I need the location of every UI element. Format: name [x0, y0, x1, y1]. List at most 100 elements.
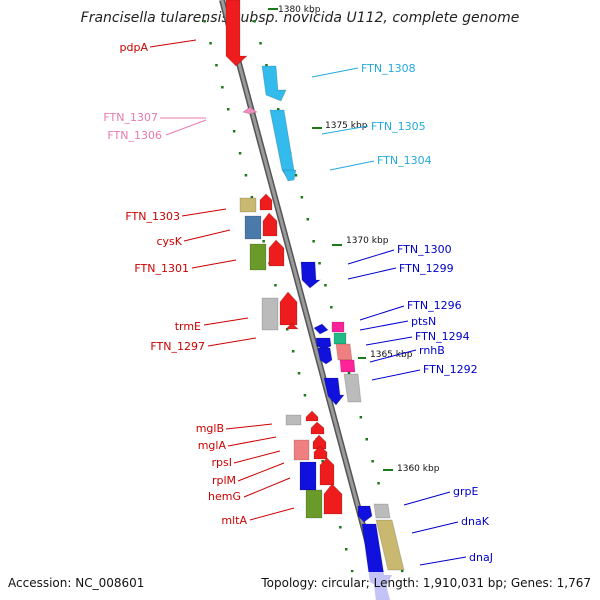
gene-block-grpE[interactable]: [373, 503, 391, 519]
gene-label-dnaK[interactable]: dnaK: [461, 515, 490, 528]
scale-tick-dot: [306, 218, 309, 221]
gene-block-FTN_1308[interactable]: [261, 65, 287, 102]
scale-tick-dot: [365, 438, 368, 441]
gene-label-FTN_1292[interactable]: FTN_1292: [423, 363, 478, 376]
scale-tick-dot: [330, 306, 333, 309]
gene-block-rpsI[interactable]: [312, 434, 327, 450]
gene-label-FTN_1306[interactable]: FTN_1306: [107, 129, 162, 142]
scale-tick-dot: [400, 570, 404, 573]
gene-label-grpE[interactable]: grpE: [453, 485, 478, 498]
scale-tick-dot: [203, 20, 206, 23]
gene-label-rpsI[interactable]: rpsI: [212, 456, 232, 469]
gene-label-FTN_1296[interactable]: FTN_1296: [407, 299, 462, 312]
scale-tick-dot: [253, 20, 256, 23]
scale-tick-dot: [209, 42, 212, 45]
scale-tick-dot: [324, 284, 327, 287]
gene-block-FTN_1292-upper[interactable]: [317, 347, 333, 365]
gene-block-FTN_1300[interactable]: [300, 261, 322, 289]
gene-block-rplM-arrow[interactable]: [319, 457, 335, 486]
gene-block-FTN_1297-tip[interactable]: [284, 322, 300, 330]
gene-label-FTN_1304[interactable]: FTN_1304: [377, 154, 432, 167]
gene-block-mglB-arrow[interactable]: [305, 410, 319, 422]
gene-block-pdpA[interactable]: [225, 0, 249, 67]
gene-block-FTN_1303[interactable]: [239, 197, 257, 213]
scale-tick-dot: [221, 86, 224, 89]
gene-label-mltA[interactable]: mltA: [221, 514, 247, 527]
scale-tick-dot: [300, 196, 304, 199]
kbp-label-1360: 1360 kbp: [397, 464, 440, 474]
gene-label-FTN_1301[interactable]: FTN_1301: [134, 262, 189, 275]
gene-block-FTN_1297[interactable]: [279, 291, 298, 326]
gene-block-FTN_1296[interactable]: [313, 323, 329, 335]
kbp-label-1370: 1370 kbp: [346, 236, 389, 246]
gene-label-rplM[interactable]: rplM: [212, 474, 236, 487]
scale-tick-dot: [347, 372, 351, 375]
gene-block-FTN_1294[interactable]: [335, 343, 353, 361]
gene-block-rnhB-gray[interactable]: [343, 373, 362, 403]
gene-label-FTN_1303[interactable]: FTN_1303: [125, 210, 180, 223]
gene-block-mglA-arrow[interactable]: [310, 421, 325, 435]
forward-gene-labels: pdpA FTN_1307 FTN_1306 FTN_1303 cysK FTN…: [103, 41, 247, 527]
gene-block-FTN_1292[interactable]: [323, 377, 346, 406]
scale-tick-dot: [277, 108, 280, 111]
gene-block-ptsN[interactable]: [333, 332, 347, 345]
gene-block-rplM[interactable]: [299, 461, 317, 491]
gene-block-mglA[interactable]: [293, 439, 310, 461]
gene-label-cysK[interactable]: cysK: [156, 235, 182, 248]
scale-tick-dot: [321, 460, 324, 463]
gene-label-trmE[interactable]: trmE: [175, 320, 201, 333]
gene-block-FTN_1301[interactable]: [249, 243, 267, 271]
gene-block-dnaK-blue[interactable]: [357, 505, 373, 523]
gene-block-cysK-arrow[interactable]: [262, 212, 278, 237]
gene-label-mglA[interactable]: mglA: [198, 439, 227, 452]
gene-block-FTN_1294-stack[interactable]: [331, 321, 345, 333]
gene-block-FTN_1301-arrow[interactable]: [268, 239, 285, 267]
reverse-gene-labels: FTN_1308 FTN_1305 FTN_1304 FTN_1300 FTN_…: [361, 62, 493, 564]
gene-label-hemG[interactable]: hemG: [208, 490, 241, 503]
gene-block-rpsI-lower[interactable]: [313, 445, 328, 460]
scale-tick-dot: [303, 394, 307, 397]
scale-tick-dot: [350, 570, 354, 573]
gene-block-rnhB[interactable]: [339, 359, 356, 373]
scale-tick-dot: [297, 372, 301, 375]
accession-text: Accession: NC_008601: [8, 576, 144, 590]
gene-label-FTN_1297[interactable]: FTN_1297: [150, 340, 205, 353]
gene-label-mglB[interactable]: mglB: [196, 422, 224, 435]
gene-label-FTN_1299[interactable]: FTN_1299: [399, 262, 454, 275]
gene-label-FTN_1307[interactable]: FTN_1307: [103, 111, 158, 124]
gene-label-FTN_1294[interactable]: FTN_1294: [415, 330, 470, 343]
scale-tick-dot: [227, 108, 230, 111]
gene-block-mltA[interactable]: [323, 483, 343, 515]
gene-block-mglB[interactable]: [285, 414, 302, 426]
footer-background: [0, 572, 600, 600]
gene-label-FTN_1308[interactable]: FTN_1308: [361, 62, 416, 75]
label-connectors: [149, 39, 467, 566]
gene-label-pdpA[interactable]: pdpA: [120, 41, 149, 54]
topology-text: Topology: circular; Length: 1,910,031 bp…: [260, 576, 591, 590]
kbp-label-1375: 1375 kbp: [325, 121, 368, 131]
gene-label-ptsN[interactable]: ptsN: [411, 315, 436, 328]
gene-label-dnaJ[interactable]: dnaJ: [469, 551, 493, 564]
gene-block-trmE[interactable]: [261, 297, 279, 331]
genome-backbone-highlight: [220, 0, 385, 600]
forward-strand-genes: [225, 0, 343, 519]
gene-block-FTN_1305[interactable]: [269, 109, 295, 177]
gene-label-rnhB[interactable]: rnhB: [419, 344, 445, 357]
gene-block-cysK[interactable]: [244, 215, 262, 240]
gene-label-FTN_1300[interactable]: FTN_1300: [397, 243, 452, 256]
gene-block-FTN_1307[interactable]: [241, 106, 259, 115]
kbp-label-1365: 1365 kbp: [370, 350, 413, 360]
scale-tick-dot: [291, 350, 295, 353]
gene-block-FTN_1303-arrow[interactable]: [259, 193, 273, 211]
gene-block-dnaK[interactable]: [375, 519, 405, 571]
gene-block-hemG[interactable]: [305, 489, 323, 519]
gene-block-FTN_1304[interactable]: [282, 169, 297, 182]
scale-tick-dot: [265, 64, 268, 67]
kbp-labels: 1380 kbp 1375 kbp 1370 kbp 1365 kbp 1360…: [268, 5, 440, 474]
gene-label-FTN_1305[interactable]: FTN_1305: [371, 120, 426, 133]
scale-tick-dot: [262, 240, 265, 243]
scale-tick-dot: [318, 262, 321, 265]
scale-tick-dot: [274, 284, 277, 287]
